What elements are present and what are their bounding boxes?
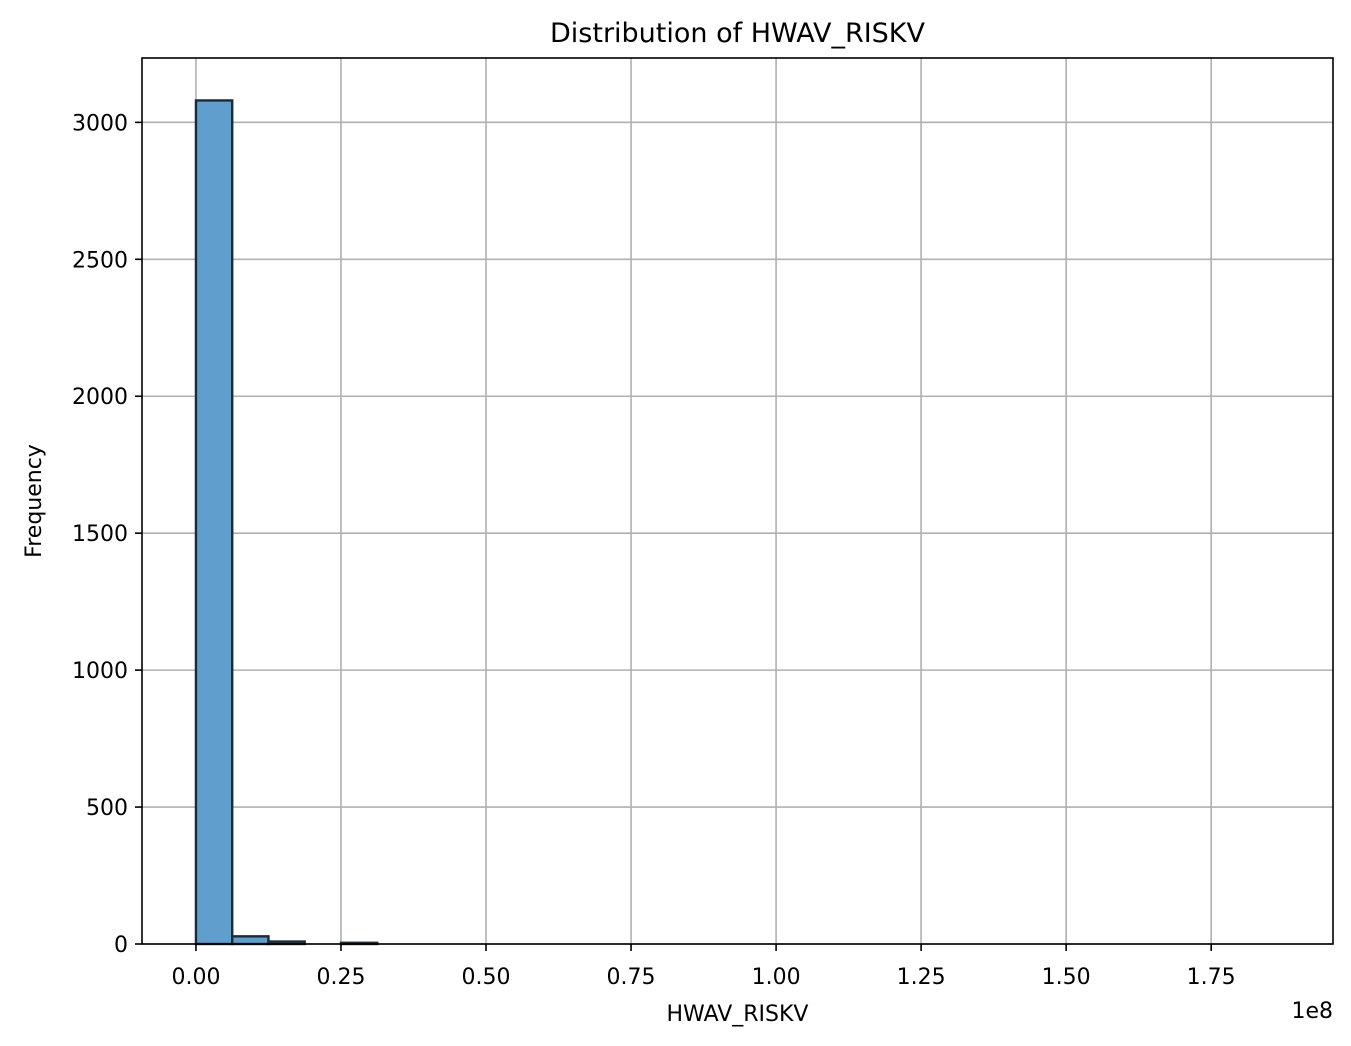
x-axis-label: HWAV_RISKV — [666, 1002, 808, 1027]
x-tick-label: 0.00 — [171, 965, 220, 990]
x-tick-label: 1.00 — [752, 965, 801, 990]
histogram-bar — [194, 99, 234, 946]
y-axis-label: Frequency — [22, 444, 47, 558]
x-tick-label: 0.25 — [316, 965, 365, 990]
y-tick-label: 500 — [86, 796, 128, 821]
histogram-bar — [231, 935, 270, 946]
y-tick-label: 0 — [114, 933, 128, 958]
x-tick-label: 0.50 — [462, 965, 511, 990]
x-tick-label: 1.75 — [1187, 965, 1236, 990]
y-tick-label: 3000 — [72, 111, 128, 136]
x-tick-label: 1.25 — [897, 965, 946, 990]
y-tick-label: 2000 — [72, 385, 128, 410]
y-tick-label: 2500 — [72, 248, 128, 273]
x-offset-text: 1e8 — [1291, 999, 1333, 1024]
bars-layer — [194, 99, 379, 946]
x-tick-label: 0.75 — [607, 965, 656, 990]
chart-title: Distribution of HWAV_RISKV — [550, 18, 926, 49]
y-tick-label: 1000 — [72, 659, 128, 684]
ticks-layer: 0.00 0.25 0.50 0.75 1.00 1.25 1.50 1.75 0 500 1000… — [72, 111, 1236, 990]
y-tick-label: 1500 — [72, 522, 128, 547]
plot-frame — [141, 57, 1334, 945]
x-tick-label: 1.50 — [1042, 965, 1091, 990]
